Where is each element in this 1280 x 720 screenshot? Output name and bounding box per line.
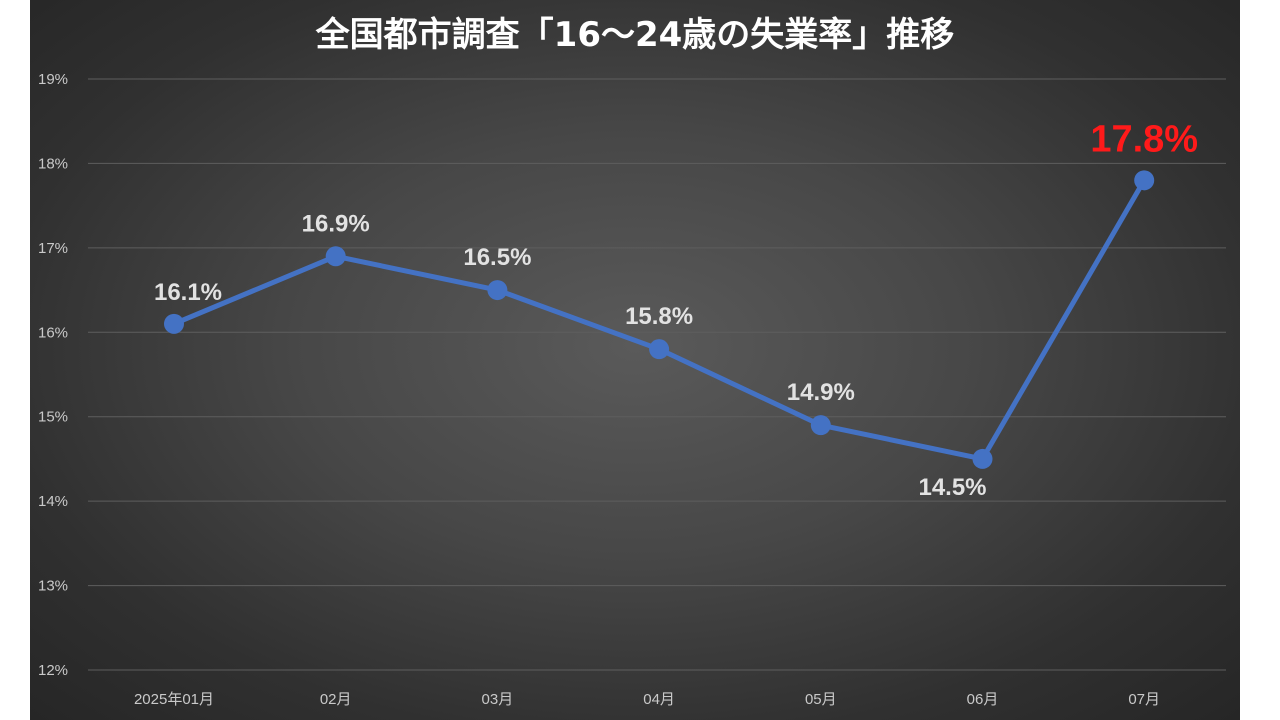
data-label: 16.1%	[154, 279, 222, 306]
data-label: 15.8%	[625, 303, 693, 330]
x-tick-label: 05月	[805, 691, 837, 708]
y-tick-label: 15%	[38, 409, 68, 426]
y-tick-label: 14%	[38, 493, 68, 510]
data-label: 14.9%	[787, 379, 855, 406]
x-tick-label: 04月	[643, 691, 675, 708]
data-point	[649, 339, 670, 360]
data-point	[164, 313, 184, 334]
y-tick-label: 17%	[38, 240, 68, 257]
line-chart: 全国都市調査「16～24歳の失業率」推移 12%13%14%15%16%17%1…	[38, 15, 1226, 708]
y-tick-label: 12%	[38, 662, 68, 679]
chart-title: 全国都市調査「16～24歳の失業率」推移	[315, 15, 955, 55]
x-tick-label: 06月	[967, 691, 999, 708]
x-tick-label: 03月	[482, 691, 514, 708]
y-axis-ticks: 12% 13% 14% 15% 16% 17% 18% 19%	[38, 71, 68, 679]
data-label: 14.5%	[918, 474, 986, 501]
chart-panel: 全国都市調査「16～24歳の失業率」推移 12% 13% 14% 15% 16% 17% 1…	[30, 0, 1240, 720]
y-tick-label: 18%	[38, 155, 68, 172]
data-labels: 16.1% 16.9% 16.5% 15.8% 14.9% 14.5% 17.8%	[154, 118, 1198, 501]
data-point	[1134, 170, 1155, 191]
data-points	[164, 170, 1155, 469]
data-label: 16.5%	[463, 244, 531, 271]
data-point	[810, 415, 831, 436]
data-point	[487, 280, 508, 301]
x-axis-ticks: 2025年01月 02月 03月 04月 05月 06月 07月	[134, 691, 1160, 708]
data-point	[325, 246, 346, 267]
data-point	[972, 448, 993, 469]
x-tick-label: 07月	[1128, 691, 1160, 708]
data-label-highlight: 17.8%	[1090, 118, 1198, 160]
gridlines	[88, 78, 1226, 671]
y-tick-label: 13%	[38, 578, 68, 595]
data-label: 16.9%	[302, 210, 370, 237]
y-tick-label: 19%	[38, 71, 68, 88]
y-tick-label: 16%	[38, 324, 68, 341]
x-tick-label: 02月	[320, 691, 352, 708]
x-tick-label: 2025年01月	[134, 691, 214, 708]
